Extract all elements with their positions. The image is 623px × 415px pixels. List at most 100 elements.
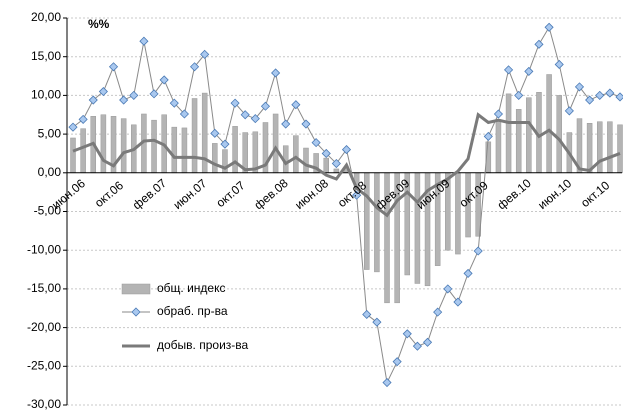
bar: [495, 119, 502, 174]
legend-swatch: [121, 283, 151, 295]
y-tick-label: 0,00: [38, 165, 62, 179]
y-tick-label: 5,00: [38, 126, 62, 140]
bar: [252, 131, 259, 174]
marker: [78, 114, 88, 124]
bar: [414, 172, 421, 284]
bar: [333, 168, 340, 174]
bar: [515, 109, 522, 174]
marker: [159, 75, 169, 85]
line: [72, 112, 621, 218]
marker: [108, 62, 119, 72]
bar: [151, 119, 157, 174]
x-tick-label: окт.10: [578, 178, 612, 210]
marker: [493, 109, 504, 119]
y-tick-label: -25,00: [27, 358, 61, 372]
marker: [585, 95, 595, 105]
marker: [554, 59, 564, 70]
bar: [80, 128, 86, 174]
marker: [595, 90, 605, 100]
marker: [119, 95, 129, 105]
marker: [433, 307, 443, 317]
marker: [574, 82, 585, 92]
legend-label: общ. индекс: [157, 281, 225, 295]
bar: [232, 126, 238, 174]
bar: [272, 113, 279, 174]
bar: [505, 93, 512, 174]
x-tick-label: июн.10: [535, 176, 574, 212]
bar: [546, 74, 552, 174]
marker: [422, 337, 433, 347]
marker: [98, 86, 108, 97]
x-tick-label: фев.07: [130, 176, 170, 212]
marker: [473, 246, 483, 256]
bar: [607, 121, 613, 174]
marker: [189, 62, 200, 72]
marker: [504, 65, 514, 75]
marker: [352, 190, 362, 200]
bar: [455, 172, 461, 255]
marker: [443, 284, 453, 294]
bar: [586, 123, 593, 174]
marker: [331, 158, 341, 169]
y-tick-label: -30,00: [27, 397, 61, 411]
y-tick-label: 10,00: [31, 88, 61, 102]
bar: [293, 135, 299, 174]
unit-label: %%: [88, 17, 110, 31]
marker: [615, 92, 623, 102]
marker: [372, 317, 382, 327]
marker: [220, 139, 230, 149]
marker: [301, 119, 311, 129]
x-tick-label: июн.07: [171, 176, 210, 212]
marker: [260, 101, 271, 111]
bar: [171, 126, 178, 174]
y-tick-label: 15,00: [31, 49, 61, 63]
bar: [120, 118, 127, 174]
marker: [382, 377, 392, 388]
marker: [412, 341, 422, 351]
y-tick-label: -20,00: [27, 320, 61, 334]
x-tick-label: фев.10: [495, 176, 535, 212]
bar: [556, 95, 562, 174]
y-tick-label: -5,00: [34, 204, 62, 218]
bar: [181, 127, 188, 174]
y-tick-label: 20,00: [31, 10, 61, 24]
marker: [200, 49, 210, 59]
bar: [303, 147, 309, 174]
bar: [374, 172, 380, 273]
bar: [526, 97, 532, 174]
marker: [564, 106, 574, 116]
marker: [463, 268, 473, 278]
marker: [210, 128, 220, 138]
marker: [169, 98, 179, 108]
marker: [139, 36, 149, 46]
marker: [129, 90, 139, 100]
bar: [191, 98, 198, 174]
marker: [534, 39, 544, 49]
bar: [596, 121, 603, 174]
bar: [323, 157, 329, 174]
x-tick-label: июн.08: [292, 176, 331, 212]
marker: [240, 110, 250, 120]
marker: [524, 66, 534, 76]
x-tick-label: окт.06: [92, 178, 126, 210]
legend-marker: [131, 307, 141, 317]
marker: [392, 357, 402, 367]
y-tick-label: -10,00: [27, 242, 61, 256]
marker: [605, 88, 615, 98]
marker: [402, 329, 412, 339]
marker: [483, 131, 493, 141]
x-tick-label: окт.09: [457, 178, 491, 210]
bar: [617, 124, 623, 174]
bar: [212, 143, 218, 174]
bar: [70, 137, 76, 174]
marker: [341, 145, 352, 155]
marker: [311, 138, 321, 148]
marker: [544, 22, 554, 32]
bar: [100, 114, 107, 174]
marker: [453, 297, 463, 307]
marker: [88, 95, 98, 105]
marker: [514, 90, 524, 100]
marker: [179, 109, 189, 119]
marker: [321, 148, 331, 159]
